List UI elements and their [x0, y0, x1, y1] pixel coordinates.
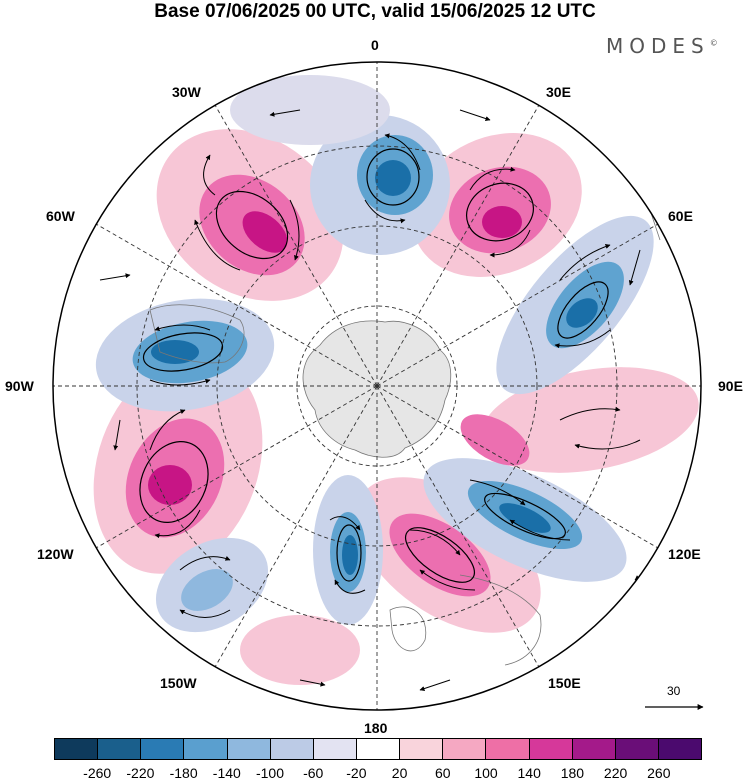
colorbar-tick-label: -60 [303, 765, 324, 781]
colorbar-segment [443, 739, 487, 759]
lon-label-30w: 30W [172, 84, 201, 100]
colorbar-segment [615, 739, 659, 759]
map-boundary [52, 61, 702, 711]
anomaly-field [53, 62, 701, 710]
colorbar-segment [184, 739, 228, 759]
colorbar-tick-label: 60 [435, 765, 451, 781]
colorbar-tick-label: 260 [647, 765, 671, 781]
colorbar [54, 738, 702, 760]
colorbar-tick-label: 180 [560, 765, 585, 781]
modes-logo: MODES© [606, 34, 718, 58]
colorbar-tick-label: -260 [83, 765, 112, 781]
colorbar-segment [313, 739, 357, 759]
colorbar-segment [141, 739, 185, 759]
colorbar-segment [529, 739, 573, 759]
lon-label-120w: 120W [37, 546, 74, 562]
colorbar-tick-label: 140 [517, 765, 541, 781]
lon-label-60e: 60E [668, 208, 693, 224]
colorbar-segment [356, 739, 401, 759]
colorbar-segment [572, 739, 616, 759]
lon-label-90e: 90E [718, 378, 743, 394]
lon-label-60w: 60W [46, 208, 75, 224]
colorbar-tick-label: -140 [212, 765, 241, 781]
colorbar-tick-label: 100 [474, 765, 498, 781]
colorbar-segment [227, 739, 271, 759]
colorbar-segment [55, 739, 99, 759]
lon-label-30e: 30E [546, 84, 571, 100]
colorbar-segment [486, 739, 530, 759]
colorbar-tick-label: 220 [603, 765, 628, 781]
colorbar-segment [270, 739, 314, 759]
colorbar-segment [98, 739, 142, 759]
colorbar-tick-label: -220 [126, 765, 155, 781]
lon-label-90w: 90W [5, 378, 34, 394]
lon-label-180: 180 [364, 720, 388, 736]
lon-label-0: 0 [371, 37, 379, 53]
colorbar-segment [400, 739, 444, 759]
map-title: Base 07/06/2025 00 UTC, valid 15/06/2025… [154, 1, 596, 22]
colorbar-tick-label: 20 [391, 765, 408, 781]
colorbar-tick-label: -20 [346, 765, 367, 781]
lon-label-150w: 150W [160, 675, 197, 691]
lon-label-120e: 120E [668, 546, 701, 562]
colorbar-segment [658, 739, 702, 759]
colorbar-tick-label: -180 [169, 765, 198, 781]
lon-label-150e: 150E [548, 675, 581, 691]
colorbar-tick-label: -100 [255, 765, 285, 781]
vector-scale-label: 30 [667, 684, 681, 698]
